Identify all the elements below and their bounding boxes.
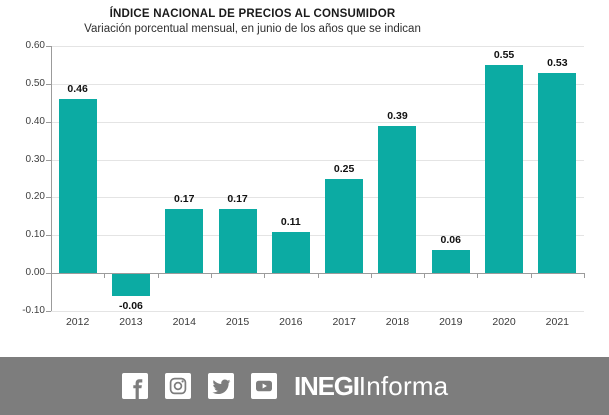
x-axis-label: 2016	[279, 316, 303, 328]
footer-bar: INEGI Informa	[0, 357, 609, 415]
value-label: 0.55	[493, 48, 515, 61]
y-axis-tick	[46, 273, 51, 275]
y-axis-label: 0.10	[25, 229, 45, 241]
gridline	[51, 159, 584, 161]
x-axis-tick	[157, 273, 159, 279]
gridline	[51, 235, 584, 237]
y-axis-tick	[46, 83, 51, 85]
value-label: 0.17	[227, 192, 248, 205]
y-axis-label: 0.60	[25, 40, 45, 51]
x-axis-tick	[51, 273, 52, 279]
x-axis-label: 2021	[545, 316, 570, 328]
x-axis-label: 2013	[119, 316, 143, 328]
value-label: 0.46	[67, 83, 88, 95]
y-axis-tick	[46, 235, 51, 237]
x-axis-label: 2019	[439, 316, 463, 328]
instagram-icon-bg	[165, 373, 191, 399]
y-axis-tick	[46, 311, 51, 312]
x-axis-label: 2012	[65, 316, 90, 328]
informa-logo-text: Informa	[358, 370, 449, 401]
value-label: -0.06	[118, 299, 143, 312]
x-axis-tick	[264, 273, 266, 279]
x-axis-label: 2017	[332, 316, 356, 328]
x-axis-tick	[424, 273, 426, 279]
instagram-icon[interactable]	[165, 373, 191, 399]
x-axis-label: 2015	[225, 316, 250, 328]
chart-subtitle: Variación porcentual mensual, en junio d…	[84, 23, 421, 35]
bar-2017	[325, 178, 364, 274]
x-axis-tick	[584, 273, 585, 279]
y-axis-tick	[46, 46, 51, 47]
bar-2014	[165, 208, 204, 274]
bar-2018	[378, 125, 417, 274]
value-label: 0.53	[547, 56, 568, 69]
value-label: 0.11	[280, 215, 301, 228]
inegi-logo-text: INEGI	[294, 370, 360, 401]
chart-header: ÍNDICE NACIONAL DE PRECIOS AL CONSUMIDOR…	[0, 8, 505, 35]
bar-2020	[485, 64, 524, 274]
gridline	[51, 197, 584, 199]
y-axis-label: 0.30	[25, 153, 45, 165]
x-axis-label: 2014	[172, 316, 196, 328]
youtube-icon[interactable]	[251, 373, 277, 399]
y-axis-tick	[46, 197, 51, 199]
twitter-icon[interactable]	[208, 373, 234, 399]
y-axis-label: 0.00	[25, 267, 45, 279]
y-axis-label: 0.20	[25, 191, 45, 203]
value-label: 0.39	[387, 109, 408, 122]
gridline	[51, 83, 584, 85]
inegi-informa-logo: INEGI Informa	[294, 371, 448, 402]
y-axis-tick	[46, 121, 51, 123]
chart-title: ÍNDICE NACIONAL DE PRECIOS AL CONSUMIDOR	[109, 8, 396, 20]
x-axis-tick	[210, 273, 212, 279]
gridline	[51, 311, 584, 312]
bar-2015	[218, 208, 257, 274]
bar-2016	[271, 231, 310, 274]
gridline	[51, 121, 584, 123]
y-axis-line	[51, 46, 52, 311]
bar-2012	[58, 99, 97, 274]
y-axis-label: -0.10	[22, 305, 45, 316]
y-axis-label: 0.40	[25, 115, 45, 127]
y-axis-label: 0.50	[25, 77, 45, 89]
value-label: 0.06	[440, 234, 461, 247]
x-axis-tick	[530, 273, 532, 279]
x-axis-label: 2018	[385, 316, 410, 328]
bar-2021	[538, 72, 577, 274]
bar-2019	[431, 250, 470, 274]
x-axis-tick	[477, 273, 479, 279]
gridline	[51, 46, 584, 47]
value-label: 0.25	[333, 162, 355, 175]
x-axis-tick	[370, 273, 372, 279]
value-label: 0.17	[174, 192, 195, 205]
y-axis-tick	[46, 159, 51, 161]
facebook-icon[interactable]	[122, 373, 148, 399]
x-axis-tick	[317, 273, 319, 279]
bar-2013	[111, 273, 150, 296]
x-axis-label: 2020	[492, 316, 516, 328]
x-axis-tick	[104, 273, 106, 279]
